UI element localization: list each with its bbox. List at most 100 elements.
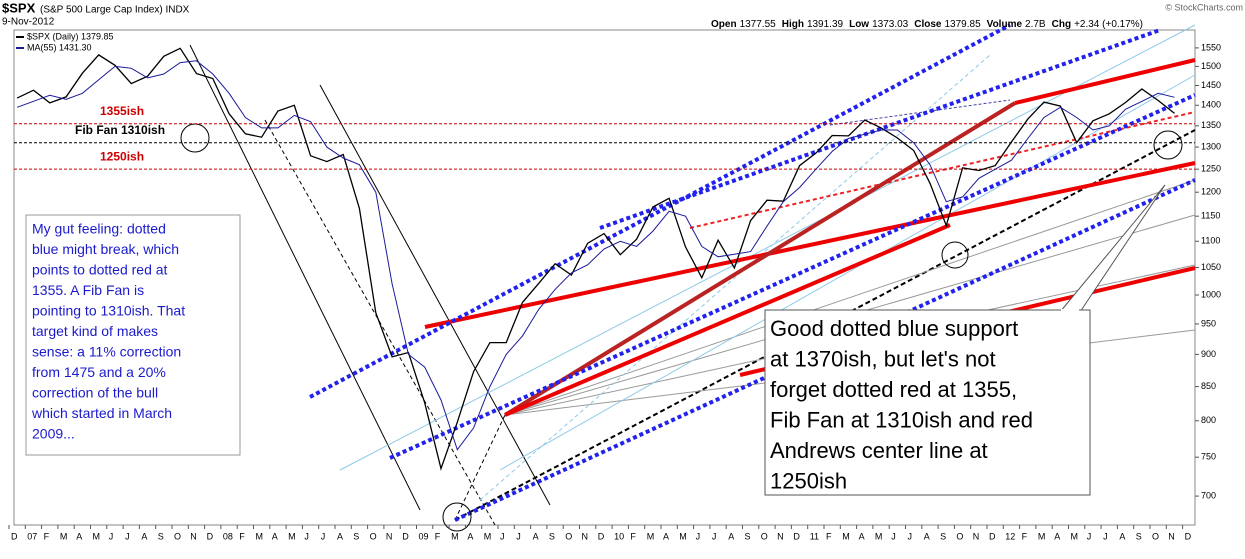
x-tick-label: F (630, 531, 636, 541)
x-tick-label: N (973, 531, 980, 541)
andrews-line (504, 223, 951, 417)
x-tick-label: N (777, 531, 784, 541)
quote: Open 1377.55 High 1391.39 Low 1373.03 Close 137… (711, 19, 1143, 30)
x-tick-label: D (402, 531, 409, 541)
callout-line: 1250ish (770, 468, 847, 493)
x-tick-label: A (467, 531, 473, 541)
x-tick-label: M (93, 531, 101, 541)
y-tick-label: 1400 (1201, 100, 1221, 110)
callout-box (764, 309, 1091, 496)
fan-line (504, 179, 1196, 416)
x-tick-label: J (908, 531, 913, 541)
quote-label: Open (711, 19, 737, 30)
y-tick-label: 900 (1201, 349, 1216, 359)
y-tick-label: 1500 (1201, 61, 1221, 71)
level-label: 1355ish (100, 104, 144, 118)
x-tick-label: A (533, 531, 539, 541)
x-tick-label: M (647, 531, 655, 541)
chart-subtitle: (S&P 500 Large Cap Index) INDX (40, 5, 190, 16)
callout-pointer (1059, 184, 1166, 313)
note-line: My gut feeling: dotted (32, 221, 166, 237)
x-tick-label: 09 (419, 531, 429, 541)
quote-value: 1391.39 (807, 19, 844, 30)
price-line (16, 60, 1175, 451)
x-tick-label: D (793, 531, 800, 541)
x-tick-label: 11 (810, 531, 819, 541)
credit: © StockCharts.com (1165, 2, 1243, 12)
x-tick-label: N (1168, 531, 1175, 541)
x-tick-label: N (582, 531, 589, 541)
note-box (25, 214, 241, 456)
y-tick-label: 1150 (1201, 211, 1220, 221)
note-line: 2009... (32, 426, 75, 442)
x-tick-label: M (256, 531, 264, 541)
callout-line: at 1370ish, but let's not (770, 346, 996, 371)
x-tick-label: A (728, 531, 734, 541)
y-tick-label: 1050 (1201, 262, 1221, 272)
x-tick-label: 10 (614, 531, 624, 541)
note-line: blue might break, which (32, 241, 179, 257)
channel-line (389, 93, 1196, 460)
callout-line: Fib Fan at 1310ish and red (770, 407, 1033, 432)
x-tick-label: M (288, 531, 296, 541)
y-tick-label: 800 (1201, 415, 1216, 425)
x-tick-label: D (207, 531, 214, 541)
x-tick-label: J (712, 531, 717, 541)
x-tick-label: J (304, 531, 309, 541)
circle-marker (941, 241, 969, 269)
x-tick-label: A (924, 531, 930, 541)
x-tick-label: M (451, 531, 459, 541)
chart-date: 9-Nov-2012 (2, 17, 55, 28)
quote-value: 2.7B (1025, 19, 1046, 30)
quote-value: +2.34 (+0.17%) (1074, 19, 1143, 30)
x-tick-label: A (663, 531, 669, 541)
note-line: from 1475 and a 20% (32, 364, 166, 380)
trend-line (454, 414, 506, 521)
chart-title: $SPX (2, 0, 36, 15)
x-tick-label: D (989, 531, 996, 541)
y-tick-label: 1450 (1201, 80, 1221, 90)
note-line: which started in March (31, 405, 172, 421)
quote-label: Low (849, 19, 869, 30)
legend-label: MA(55) 1431.30 (27, 42, 92, 52)
x-tick-label: A (859, 531, 865, 541)
callout-line: Andrews center line at (770, 438, 988, 463)
x-tick-label: F (44, 531, 50, 541)
note-line: pointing to 1310ish. That (32, 303, 185, 319)
x-tick-label: N (386, 531, 393, 541)
y-tick-label: 1100 (1201, 236, 1220, 246)
x-tick-label: M (679, 531, 687, 541)
x-tick-label: S (549, 531, 555, 541)
x-tick-label: D (11, 531, 18, 541)
y-tick-label: 700 (1201, 490, 1216, 500)
x-tick-label: 07 (27, 531, 37, 541)
x-tick-label: D (598, 531, 605, 541)
x-tick-label: N (190, 531, 197, 541)
x-tick-label: S (1136, 531, 1142, 541)
level-label: Fib Fan 1310ish (75, 123, 165, 137)
x-tick-label: S (940, 531, 946, 541)
x-tick-label: M (875, 531, 883, 541)
fan-line (339, 24, 1196, 471)
channel-line (309, 23, 1011, 399)
trend-line (319, 84, 551, 506)
y-tick-label: 1350 (1201, 120, 1221, 130)
trend-line (829, 99, 1011, 126)
quote-label: Close (914, 19, 942, 30)
x-tick-label: F (435, 531, 441, 541)
andrews-line (424, 161, 1196, 329)
x-tick-label: F (826, 531, 832, 541)
x-tick-label: A (337, 531, 343, 541)
x-tick-label: A (141, 531, 147, 541)
quote-value: 1379.85 (944, 19, 981, 30)
channel-line (599, 28, 1161, 230)
y-tick-label: 1300 (1201, 141, 1221, 151)
x-tick-label: J (1103, 531, 1108, 541)
x-tick-label: O (1152, 531, 1159, 541)
x-tick-label: M (60, 531, 68, 541)
x-tick-label: 12 (1005, 531, 1015, 541)
x-tick-label: F (1022, 531, 1028, 541)
quote-label: High (782, 19, 804, 30)
callout-line: forget dotted red at 1355, (770, 377, 1017, 402)
